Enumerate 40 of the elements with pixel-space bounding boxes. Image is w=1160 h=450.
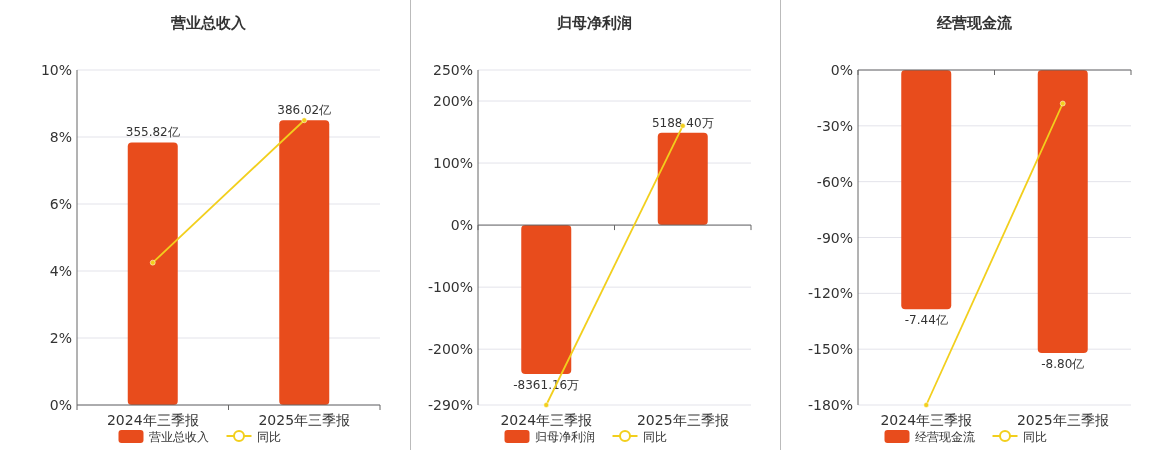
y-tick-label: -290% — [427, 397, 473, 413]
chart-title: 经营现金流 — [936, 14, 1013, 32]
y-tick-label: -180% — [807, 397, 853, 413]
legend-label: 同比 — [642, 430, 667, 444]
legend-label: 同比 — [1022, 430, 1047, 444]
y-tick-label: 0% — [830, 62, 853, 78]
y-tick-label: 2% — [49, 330, 72, 346]
y-tick-label: 4% — [49, 263, 72, 279]
data-label: -7.44亿 — [904, 313, 948, 328]
y-tick-label: -150% — [807, 341, 853, 358]
y-tick-label: 0% — [49, 397, 72, 413]
data-label: 386.02亿 — [277, 103, 332, 118]
y-tick-label: -90% — [816, 229, 853, 246]
legend-label: 同比 — [256, 430, 281, 444]
y-tick-label: -120% — [807, 285, 853, 302]
y-tick-label: 0% — [450, 217, 473, 234]
y-tick-label: 100% — [432, 155, 473, 172]
y-tick-label: -60% — [816, 173, 853, 190]
y-tick-label: 200% — [432, 93, 473, 110]
x-tick-label: 2024年三季报 — [880, 412, 973, 428]
y-tick-label: -100% — [427, 279, 473, 296]
legend-label: 营业总收入 — [148, 430, 209, 444]
x-tick-label: 2025年三季报 — [636, 412, 729, 428]
data-label: 355.82亿 — [125, 125, 180, 140]
y-tick-label: -200% — [427, 341, 473, 358]
data-label: 5188.40万 — [651, 115, 714, 130]
x-tick-label: 2024年三季报 — [106, 412, 199, 428]
x-tick-label: 2025年三季报 — [258, 412, 351, 428]
x-tick-label: 2025年三季报 — [1016, 412, 1109, 428]
chart-title: 归母净利润 — [556, 14, 632, 32]
legend-label: 归母净利润 — [534, 430, 595, 444]
data-label: -8.80亿 — [1041, 356, 1085, 371]
y-tick-label: 6% — [49, 196, 72, 212]
y-tick-label: -30% — [816, 117, 853, 134]
chart-title: 营业总收入 — [170, 14, 247, 32]
y-tick-label: 250% — [432, 62, 473, 78]
y-tick-label: 10% — [40, 62, 72, 78]
y-tick-label: 8% — [49, 129, 72, 145]
x-tick-label: 2024年三季报 — [500, 412, 593, 428]
legend-label: 经营现金流 — [914, 430, 975, 444]
